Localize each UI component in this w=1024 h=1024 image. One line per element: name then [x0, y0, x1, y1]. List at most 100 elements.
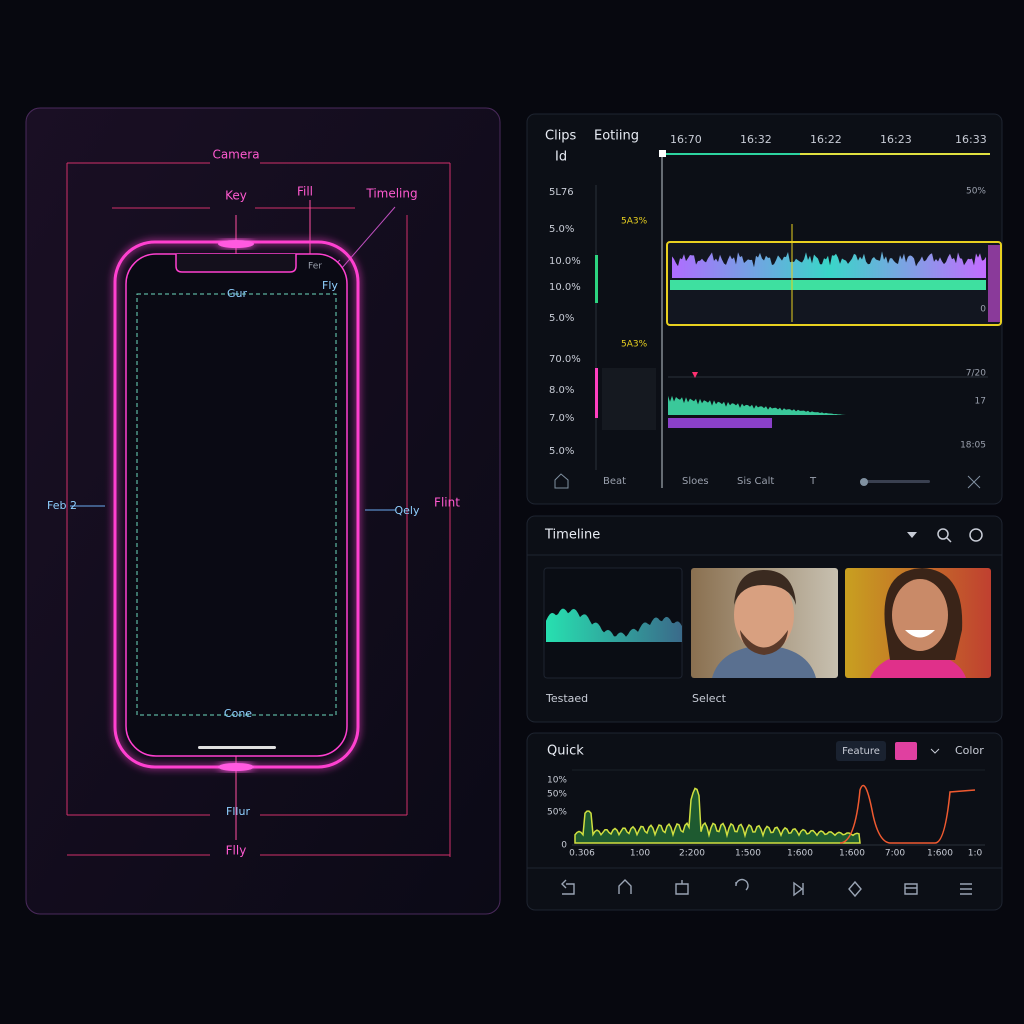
track-label: 10.0% [549, 282, 581, 293]
face [892, 579, 948, 651]
label: Fllur [226, 805, 250, 818]
phone-panel: Camera Key Fill Timeling Fer Fly Gur Feb… [25, 107, 501, 915]
phone-screen [125, 253, 348, 757]
y-label: 10% [547, 776, 567, 786]
home-icon[interactable] [554, 473, 569, 489]
caption: Testaed [545, 692, 588, 705]
label: Fill [297, 185, 313, 199]
thumbnail[interactable] [543, 567, 683, 679]
marker [692, 372, 698, 378]
clip-bar [668, 418, 772, 428]
x-label: 1:500 [735, 849, 761, 859]
thumbnail[interactable] [845, 568, 991, 678]
label: Flint [434, 496, 460, 510]
smile [905, 630, 935, 638]
tool-icon[interactable] [848, 880, 862, 898]
clip-slot [602, 368, 656, 430]
feature-button[interactable] [836, 741, 886, 761]
y-label: 0 [561, 841, 567, 851]
label: Qely [395, 504, 420, 517]
label: Feb 2 [47, 499, 77, 512]
glow [218, 763, 254, 771]
zoom-slider[interactable] [860, 480, 930, 483]
color-swatch[interactable] [895, 742, 917, 760]
thumb-waveform [546, 608, 682, 642]
zoom-handle[interactable] [860, 478, 868, 486]
safe-area [136, 293, 337, 716]
tool-icon[interactable] [960, 883, 972, 895]
info-icon[interactable] [969, 528, 983, 542]
x-label: 1:0 [968, 849, 983, 859]
label: Cone [224, 707, 252, 720]
track-label: 5L76 [549, 187, 574, 198]
track-label: 7.0% [549, 413, 574, 424]
title: Quick [547, 744, 584, 759]
value-label: 50% [966, 187, 986, 197]
home-bar [198, 746, 276, 749]
value-label: 17 [975, 397, 986, 407]
x-label: 1:600 [787, 849, 813, 859]
shirt [712, 645, 816, 678]
track-marker [595, 255, 598, 303]
x-label: 0.306 [569, 849, 595, 859]
x-label: 7:00 [885, 849, 905, 859]
label: Color [955, 744, 984, 757]
activity-area [574, 787, 861, 844]
x-label: 2:200 [679, 849, 705, 859]
track-marker [595, 368, 598, 418]
value-label: 0 [980, 305, 986, 315]
time-label: 16:70 [670, 133, 702, 146]
thumbnail[interactable] [691, 568, 838, 678]
dropdown-icon[interactable] [907, 532, 917, 538]
editor-panel: Clips Id Eotiing [526, 113, 1003, 505]
button-label: Feature [842, 746, 880, 757]
face [734, 577, 794, 653]
glow [218, 240, 254, 248]
notch [175, 254, 297, 273]
caption: Select [692, 692, 727, 705]
label: Camera [212, 148, 259, 162]
tool-icon[interactable] [793, 881, 804, 897]
tool-icon[interactable] [904, 883, 918, 895]
y-label: 50% [547, 790, 567, 800]
tool-icon[interactable] [735, 878, 749, 891]
hair [734, 570, 796, 605]
tool-icon[interactable] [675, 880, 689, 895]
track-label: 70.0% [549, 354, 581, 365]
waveform [668, 395, 865, 415]
label: Flly [226, 844, 247, 858]
value-label: 7/20 [966, 369, 986, 379]
panel-bg [526, 732, 1003, 911]
time-label: 16:22 [810, 133, 842, 146]
quick-panel: Quick Feature Color [526, 732, 1003, 911]
label: Key [225, 189, 247, 203]
clip-bar [670, 280, 986, 290]
dropdown-icon[interactable] [930, 748, 940, 754]
x-label: 1:600 [927, 849, 953, 859]
track-label: 5.0% [549, 313, 574, 324]
tool-icon[interactable] [618, 879, 632, 894]
search-icon[interactable] [937, 528, 949, 540]
marker-label: 5A3% [621, 217, 648, 227]
waveform [672, 251, 986, 278]
header: Eotiing [594, 129, 639, 144]
title: Timeline [544, 528, 600, 543]
tool-icon[interactable] [561, 879, 575, 895]
label: Fly [322, 279, 338, 292]
activity-line [839, 784, 976, 844]
value-label: 18:05 [960, 441, 986, 451]
tool-label: T [809, 476, 817, 487]
label: Fer [308, 262, 322, 272]
header: Id [555, 150, 567, 165]
track-label: 5.0% [549, 224, 574, 235]
time-label: 16:33 [955, 133, 987, 146]
time-label: 16:32 [740, 133, 772, 146]
close-icon[interactable] [967, 475, 981, 489]
clip-end [988, 245, 1000, 322]
header: Clips [545, 129, 577, 144]
x-label: 1:00 [630, 849, 650, 859]
timeline-panel: Timeline Testaed Select [526, 515, 1003, 723]
search-icon[interactable] [946, 537, 952, 543]
x-label: 1:600 [839, 849, 865, 859]
label: Timeling [365, 187, 417, 201]
